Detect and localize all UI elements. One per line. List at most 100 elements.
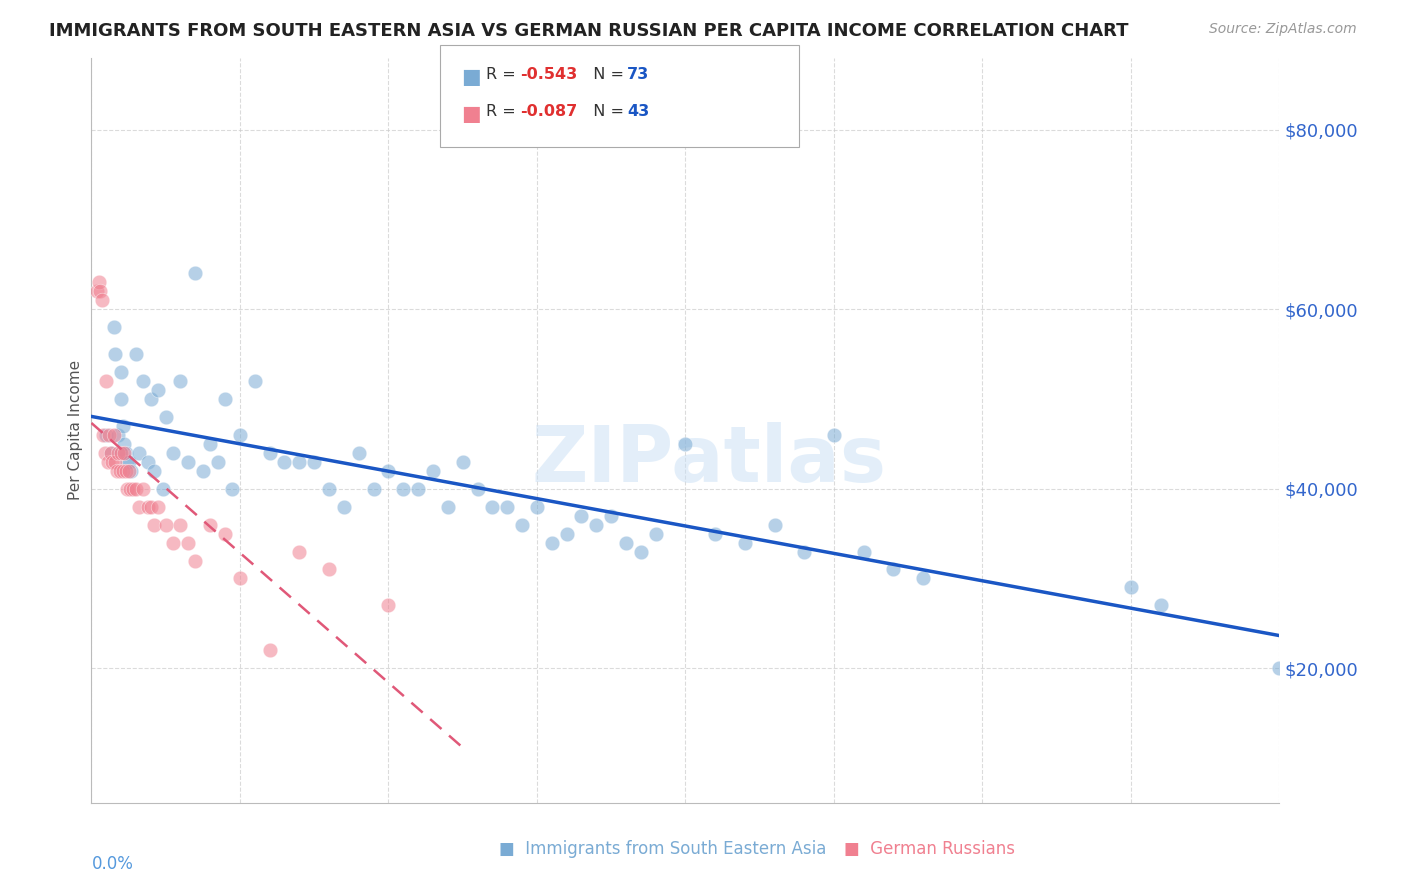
Point xyxy=(406,482,429,496)
Point xyxy=(107,428,129,442)
Point xyxy=(111,418,134,433)
Point xyxy=(100,446,122,460)
Point xyxy=(121,464,143,478)
Point xyxy=(115,455,138,469)
Point xyxy=(91,428,114,442)
Point xyxy=(114,446,136,460)
Point xyxy=(392,482,415,496)
Point xyxy=(110,365,132,379)
Text: Source: ZipAtlas.com: Source: ZipAtlas.com xyxy=(1209,22,1357,37)
Point xyxy=(96,374,118,388)
Point xyxy=(136,455,159,469)
Point xyxy=(117,455,139,469)
Point xyxy=(763,517,786,532)
Point xyxy=(377,464,399,478)
Point xyxy=(100,446,122,460)
Point xyxy=(363,482,385,496)
Point xyxy=(823,428,845,442)
Point xyxy=(86,285,108,299)
Point xyxy=(1119,581,1142,595)
Point xyxy=(107,446,129,460)
Text: ■  German Russians: ■ German Russians xyxy=(844,840,1015,858)
Text: N =: N = xyxy=(583,67,630,82)
Text: -0.543: -0.543 xyxy=(520,67,578,82)
Point xyxy=(148,500,170,514)
Point xyxy=(136,500,159,514)
Point xyxy=(132,482,155,496)
Point xyxy=(191,464,214,478)
Point xyxy=(1149,599,1171,613)
Point xyxy=(115,482,138,496)
Text: 73: 73 xyxy=(627,67,650,82)
Point xyxy=(162,446,184,460)
Point xyxy=(162,535,184,549)
Point xyxy=(704,526,727,541)
Point xyxy=(318,482,340,496)
Point xyxy=(98,428,121,442)
Point xyxy=(110,392,132,406)
Point xyxy=(229,428,252,442)
Text: -0.087: -0.087 xyxy=(520,104,578,120)
Point xyxy=(318,562,340,576)
Point xyxy=(108,446,131,460)
Point xyxy=(229,571,252,585)
Point xyxy=(142,517,165,532)
Point xyxy=(451,455,474,469)
Point xyxy=(177,535,200,549)
Point xyxy=(481,500,503,514)
Text: ■: ■ xyxy=(461,104,481,124)
Point xyxy=(148,383,170,397)
Point xyxy=(571,508,593,523)
Point xyxy=(347,446,370,460)
Point xyxy=(125,347,148,361)
Point xyxy=(207,455,229,469)
Point xyxy=(288,544,311,558)
Point xyxy=(184,266,207,280)
Text: IMMIGRANTS FROM SOUTH EASTERN ASIA VS GERMAN RUSSIAN PER CAPITA INCOME CORRELATI: IMMIGRANTS FROM SOUTH EASTERN ASIA VS GE… xyxy=(49,22,1129,40)
Point xyxy=(630,544,652,558)
Point xyxy=(288,455,311,469)
Point xyxy=(122,482,145,496)
Y-axis label: Per Capita Income: Per Capita Income xyxy=(67,360,83,500)
Point xyxy=(333,500,356,514)
Point xyxy=(540,535,562,549)
Point xyxy=(214,392,236,406)
Point xyxy=(96,428,118,442)
Point xyxy=(200,437,222,451)
Point xyxy=(110,446,132,460)
Point xyxy=(103,428,125,442)
Point xyxy=(90,293,112,308)
Text: N =: N = xyxy=(583,104,630,120)
Point xyxy=(118,482,141,496)
Point xyxy=(155,517,177,532)
Point xyxy=(139,500,162,514)
Point xyxy=(496,500,519,514)
Point xyxy=(114,464,136,478)
Point xyxy=(112,437,135,451)
Text: 43: 43 xyxy=(627,104,650,120)
Point xyxy=(585,517,607,532)
Point xyxy=(200,517,222,532)
Point xyxy=(793,544,815,558)
Point xyxy=(105,464,128,478)
Point xyxy=(169,374,191,388)
Point xyxy=(644,526,666,541)
Point xyxy=(125,482,148,496)
Point xyxy=(132,374,155,388)
Text: ■  Immigrants from South Eastern Asia: ■ Immigrants from South Eastern Asia xyxy=(499,840,827,858)
Point xyxy=(673,437,696,451)
Point xyxy=(104,455,127,469)
Point xyxy=(117,464,139,478)
Point xyxy=(302,455,325,469)
Point xyxy=(142,464,165,478)
Point xyxy=(467,482,489,496)
Point xyxy=(422,464,444,478)
Point xyxy=(103,320,125,334)
Point xyxy=(882,562,904,576)
Point xyxy=(111,464,134,478)
Point xyxy=(128,500,150,514)
Point xyxy=(555,526,578,541)
Point xyxy=(377,599,399,613)
Point xyxy=(526,500,548,514)
Point xyxy=(108,464,131,478)
